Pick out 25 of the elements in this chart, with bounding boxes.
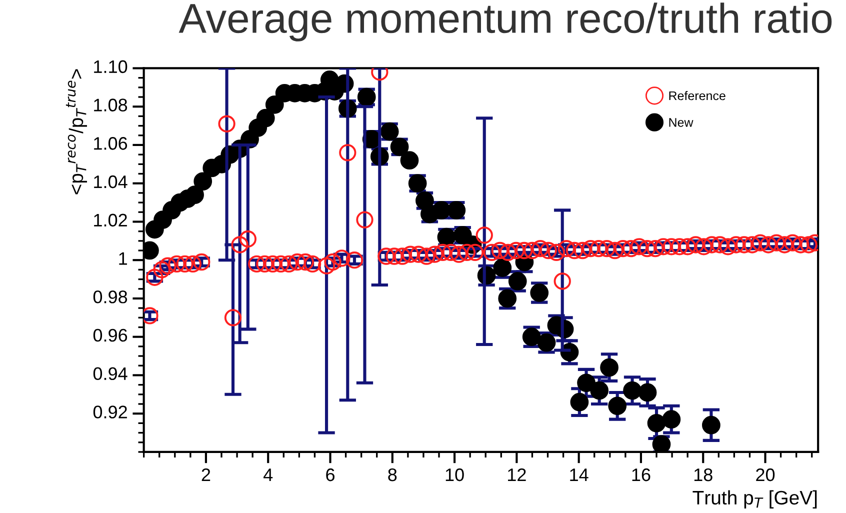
x-tick-label: 16: [632, 468, 650, 482]
y-tick-label: 0.98: [93, 290, 128, 304]
y-tick-label: 0.96: [93, 328, 128, 342]
x-tick-label: 2: [202, 468, 210, 482]
x-tick-label: 6: [326, 468, 334, 482]
x-axis-title: Truth p$_{T}$ [GeV]: [692, 490, 817, 508]
y-tick-label: 0.92: [93, 406, 127, 418]
y-tick-label: 1.08: [94, 98, 128, 112]
y-tick-label: 1.06: [94, 137, 128, 150]
y-tick-label: 0.94: [93, 367, 128, 380]
x-tick-label: 20: [756, 468, 775, 482]
x-tick-label: 14: [570, 468, 588, 482]
y-tick-label: 1: [119, 252, 127, 265]
y-tick-label: 1.04: [94, 175, 128, 188]
chart-title: Average momentum reco/truth ratio: [178, 2, 832, 42]
legend-label: Reference: [669, 91, 726, 100]
y-tick-label: 1.10: [94, 60, 128, 74]
x-tick-label: 18: [694, 468, 712, 482]
y-axis-title: <p$_{T}$$^{reco}$/p$_{T}$$^{true}$>: [66, 69, 87, 194]
x-tick-label: 12: [508, 468, 526, 482]
x-tick-label: 4: [264, 468, 273, 482]
x-tick-label: 10: [446, 468, 464, 482]
y-tick-label: 1.02: [94, 214, 127, 227]
legend-label: New: [669, 118, 694, 127]
x-tick-label: 8: [388, 468, 397, 482]
